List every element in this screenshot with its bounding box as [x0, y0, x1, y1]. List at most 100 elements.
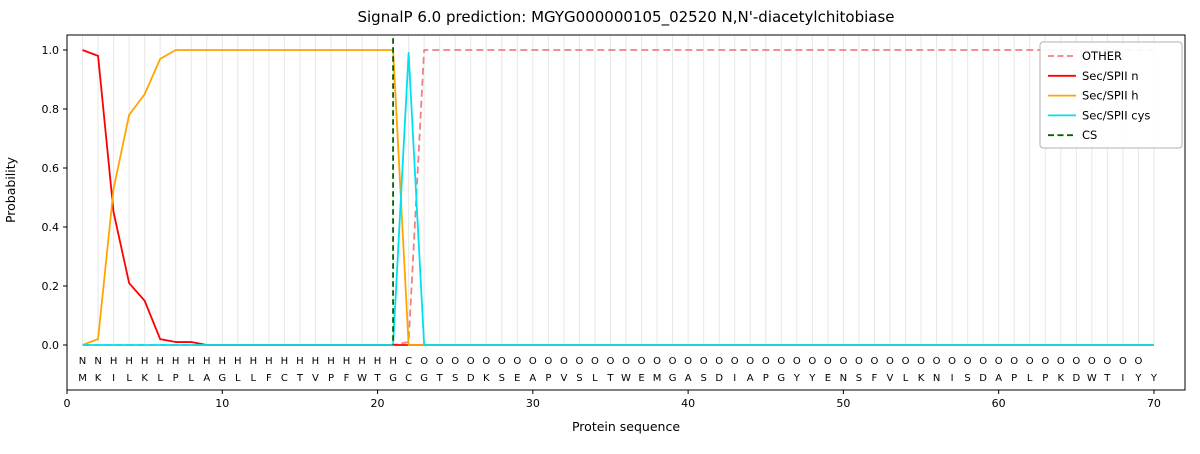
residue-region-label: O	[948, 356, 956, 367]
residue-letter: P	[1011, 373, 1017, 384]
residue-letter: V	[312, 373, 319, 384]
residue-letter: M	[78, 373, 87, 384]
residue-region-label: O	[451, 356, 459, 367]
residue-letter: L	[251, 373, 257, 384]
residue-letter: Y	[808, 373, 816, 384]
residue-letter: M	[653, 373, 662, 384]
residue-letter: G	[420, 373, 428, 384]
residue-region-label: H	[156, 356, 164, 367]
x-axis-label: Protein sequence	[572, 419, 680, 434]
residue-letter: A	[203, 373, 210, 384]
residue-region-label: O	[855, 356, 863, 367]
legend-label: CS	[1082, 128, 1097, 142]
residue-letter: S	[964, 373, 970, 384]
residue-region-label: H	[296, 356, 304, 367]
y-tick-label: 0.8	[42, 103, 60, 116]
residue-region-label: O	[700, 356, 708, 367]
residue-letter: A	[529, 373, 536, 384]
residue-letter: I	[112, 373, 115, 384]
residue-letter: P	[763, 373, 769, 384]
residue-letter: K	[141, 373, 148, 384]
residue-letter: L	[157, 373, 163, 384]
y-tick-label: 0.0	[42, 339, 60, 352]
residue-letter: T	[296, 373, 304, 384]
residue-region-label: H	[203, 356, 211, 367]
residue-region-label: O	[436, 356, 444, 367]
residue-letter: N	[840, 373, 847, 384]
series-lines	[82, 38, 1154, 346]
residue-region-label: O	[839, 356, 847, 367]
residue-region-label: O	[917, 356, 925, 367]
residue-letter: Y	[1150, 373, 1158, 384]
residue-region-label: C	[405, 356, 412, 367]
residue-letter: N	[933, 373, 940, 384]
series-line-other	[82, 49, 1154, 346]
residue-letter: D	[1072, 373, 1080, 384]
residue-letter: T	[606, 373, 614, 384]
x-tick-label: 40	[681, 397, 695, 410]
residue-letter: E	[825, 373, 831, 384]
legend-label: OTHER	[1082, 49, 1122, 63]
residue-letter: D	[467, 373, 475, 384]
residue-letter: F	[266, 373, 272, 384]
residue-region-label: O	[731, 356, 739, 367]
x-tick-label: 60	[992, 397, 1006, 410]
residue-region-label: H	[374, 356, 382, 367]
residue-region-label: O	[1103, 356, 1111, 367]
residue-region-label: O	[1057, 356, 1065, 367]
residue-letter: E	[638, 373, 644, 384]
residue-region-label: O	[824, 356, 832, 367]
residue-region-label: N	[79, 356, 86, 367]
residue-letter: C	[281, 373, 288, 384]
residue-letter: S	[700, 373, 706, 384]
series-line-sec-spii-h	[82, 49, 1154, 346]
plot-border	[66, 34, 1186, 391]
residue-region-label: H	[172, 356, 180, 367]
residue-letter: K	[95, 373, 102, 384]
residue-region-label: O	[575, 356, 583, 367]
residue-region-label: O	[979, 356, 987, 367]
residue-letter: F	[344, 373, 350, 384]
x-tick-label: 10	[215, 397, 229, 410]
residue-letter: E	[514, 373, 520, 384]
residue-letter: S	[856, 373, 862, 384]
residue-letter: A	[685, 373, 692, 384]
residue-region-label: O	[1072, 356, 1080, 367]
residue-region-label: O	[1010, 356, 1018, 367]
residue-letter: A	[995, 373, 1002, 384]
residue-letter: L	[903, 373, 909, 384]
residue-letter: T	[1103, 373, 1111, 384]
residue-region-label: O	[1026, 356, 1034, 367]
y-tick-label: 0.2	[42, 280, 60, 293]
residue-region-label: H	[343, 356, 351, 367]
residue-region-label: H	[250, 356, 258, 367]
residue-letter: G	[389, 373, 397, 384]
y-tick-label: 1.0	[42, 44, 60, 57]
series-line-sec-spii-n	[82, 49, 1154, 346]
chart-title: SignalP 6.0 prediction: MGYG000000105_02…	[357, 8, 894, 27]
legend-box	[1039, 41, 1183, 149]
residue-region-label: O	[684, 356, 692, 367]
residue-letter: L	[188, 373, 194, 384]
residue-region-label: O	[964, 356, 972, 367]
residue-letter: F	[872, 373, 878, 384]
residue-region-label: O	[420, 356, 428, 367]
residue-letter: G	[218, 373, 226, 384]
residue-region-label: O	[1041, 356, 1049, 367]
residue-region-label: H	[327, 356, 335, 367]
x-tick-label: 0	[64, 397, 71, 410]
residue-letter: Y	[793, 373, 801, 384]
residue-region-label: H	[234, 356, 242, 367]
residue-letter: S	[499, 373, 505, 384]
residue-letter: P	[173, 373, 179, 384]
residue-region-label: H	[389, 356, 397, 367]
residue-letter: Y	[1134, 373, 1142, 384]
residue-letter: I	[1121, 373, 1124, 384]
residue-region-label: H	[110, 356, 118, 367]
residue-letter: W	[357, 373, 367, 384]
residue-letter: L	[1027, 373, 1033, 384]
residue-letter: L	[126, 373, 132, 384]
residue-region-label: O	[995, 356, 1003, 367]
y-tick-label: 0.6	[42, 162, 60, 175]
residue-region-label: O	[544, 356, 552, 367]
